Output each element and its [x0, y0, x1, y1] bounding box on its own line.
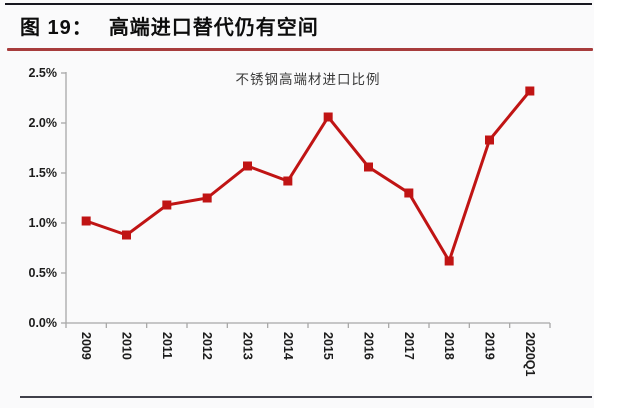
x-tick-label: 2011	[160, 332, 174, 359]
data-point-marker	[202, 193, 212, 203]
data-point-marker	[444, 256, 454, 266]
data-point-marker	[323, 112, 333, 122]
x-tick-label: 2016	[362, 332, 376, 360]
x-tick-label: 2018	[442, 332, 456, 360]
x-tick-label: 2012	[200, 332, 214, 360]
data-point-marker	[404, 188, 414, 198]
y-tick-label: 0.0%	[29, 316, 58, 330]
data-point-marker	[525, 86, 535, 96]
figure-top-rule	[5, 3, 592, 5]
x-tick-label: 2009	[79, 332, 93, 360]
y-tick-label: 2.0%	[29, 116, 58, 130]
x-tick-label: 2020Q1	[523, 332, 537, 377]
data-point-marker	[283, 176, 293, 186]
figure-number-label: 图 19：	[20, 16, 93, 39]
series-line	[84, 89, 532, 265]
data-point-marker	[162, 200, 172, 210]
data-point-marker	[81, 216, 91, 226]
x-tick-label: 2017	[402, 332, 416, 360]
x-tick-label: 2013	[241, 332, 255, 360]
figure-title: 高端进口替代仍有空间	[108, 16, 319, 39]
x-tick-label: 2010	[120, 332, 134, 360]
data-point-marker	[243, 161, 252, 171]
y-tick-label: 2.5%	[29, 66, 58, 80]
figure-header: 图 19： 高端进口替代仍有空间	[20, 10, 580, 40]
y-tick-label: 0.5%	[29, 266, 58, 280]
x-tick-label: 2015	[321, 332, 335, 360]
data-point-marker	[364, 162, 373, 172]
data-point-marker	[485, 135, 494, 145]
y-tick-label: 1.5%	[29, 166, 58, 180]
x-tick-label: 2019	[483, 332, 497, 360]
report-figure-panel	[0, 0, 594, 408]
y-tick-label: 1.0%	[29, 216, 58, 230]
x-tick-label: 2014	[281, 332, 295, 360]
chart-title: 不锈钢高端材进口比例	[236, 71, 381, 87]
figure-accent-rule	[7, 48, 593, 51]
data-point-marker	[122, 230, 131, 240]
figure-bottom-rule	[20, 396, 592, 398]
